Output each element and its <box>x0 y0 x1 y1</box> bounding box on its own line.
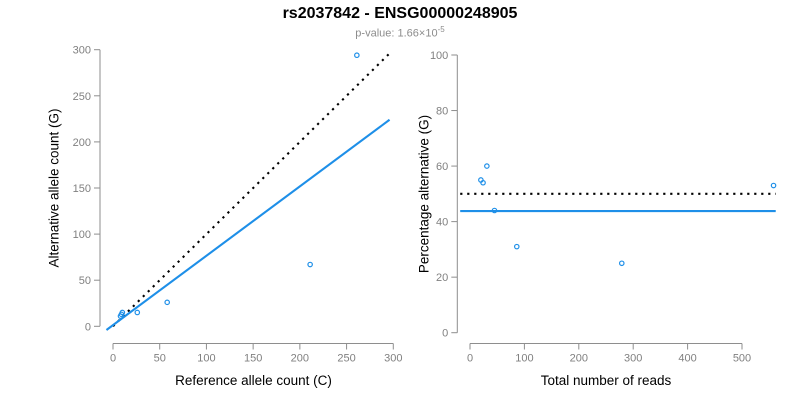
y-tick-label: 40 <box>436 217 448 229</box>
identity-line <box>112 53 390 328</box>
x-tick-label: 200 <box>570 353 588 365</box>
x-tick-label: 200 <box>291 353 309 365</box>
left-plot-x-axis-label: Reference allele count (C) <box>175 373 332 388</box>
y-tick-label: 80 <box>436 106 448 118</box>
pvalue-exponent: -5 <box>437 25 445 34</box>
x-tick-label: 300 <box>624 353 642 365</box>
y-tick-label: 0 <box>442 328 448 340</box>
data-point <box>164 299 170 306</box>
y-tick-label: 20 <box>436 272 448 284</box>
pvalue-text: p-value: 1.66×10 <box>355 27 438 40</box>
data-point <box>513 243 520 250</box>
chart-title: rs2037842 - ENSG00000248905 <box>282 5 518 22</box>
y-tick-label: 50 <box>79 275 91 287</box>
x-tick-label: 100 <box>197 353 215 365</box>
data-point <box>307 261 313 268</box>
right-plot-x-axis-label: Total number of reads <box>540 373 672 388</box>
x-tick-label: 50 <box>154 353 166 365</box>
y-tick-label: 300 <box>73 45 91 57</box>
y-tick-label: 0 <box>85 321 91 333</box>
x-tick-label: 0 <box>110 353 116 365</box>
data-point <box>119 309 126 316</box>
data-point <box>354 52 360 59</box>
y-tick-label: 150 <box>73 183 91 195</box>
y-tick-label: 60 <box>436 161 448 173</box>
x-tick-label: 400 <box>678 353 696 365</box>
data-point <box>134 309 141 316</box>
x-tick-label: 250 <box>337 353 355 365</box>
x-tick-label: 100 <box>515 353 533 365</box>
x-tick-label: 0 <box>467 353 473 365</box>
data-point <box>480 179 486 186</box>
data-point <box>491 207 498 214</box>
data-point <box>770 182 777 189</box>
x-tick-label: 300 <box>384 353 402 365</box>
right-plot-y-axis-label: Percentage alternative (G) <box>416 114 432 274</box>
x-tick-label: 150 <box>244 353 262 365</box>
data-point <box>484 163 490 169</box>
x-tick-label: 500 <box>733 353 751 365</box>
data-point <box>618 260 625 267</box>
fit-line <box>105 118 391 331</box>
y-tick-label: 100 <box>430 50 448 62</box>
chart-subtitle: p-value: 1.66×10-5 <box>0 25 800 40</box>
left-plot-y-axis-label: Alternative allele count (G) <box>46 108 62 268</box>
y-tick-label: 250 <box>73 91 91 103</box>
y-tick-label: 100 <box>73 229 91 241</box>
y-tick-label: 200 <box>73 137 91 149</box>
